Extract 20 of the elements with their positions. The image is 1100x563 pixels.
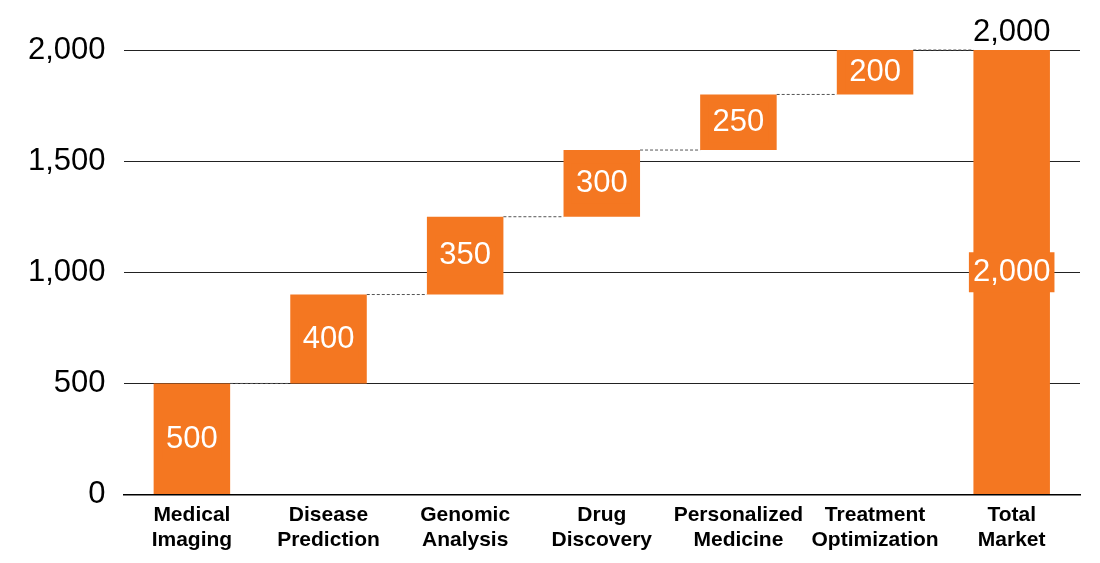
x-tick-label: Medical Imaging <box>151 502 233 551</box>
data-label: 2,000 <box>972 252 1051 288</box>
data-label: 500 <box>166 419 218 455</box>
x-tick-label: Disease Prediction <box>277 502 380 551</box>
data-label: 400 <box>302 319 355 355</box>
y-tick-label: 1,000 <box>28 252 106 288</box>
x-tick-label: Personalized Medicine <box>673 502 804 551</box>
annotation: 2,000 <box>972 13 1051 49</box>
x-tick-label: Total Market <box>977 502 1046 551</box>
x-tick-label: Drug Discovery <box>551 502 653 551</box>
data-label: 300 <box>575 163 628 199</box>
y-tick-label: 500 <box>53 364 106 399</box>
x-tick-label: Treatment Optimization <box>811 502 939 551</box>
x-tick-label: Genomic Analysis <box>420 502 511 551</box>
y-tick-label: 1,500 <box>28 141 106 177</box>
data-label: 350 <box>439 236 492 272</box>
y-tick-label: 0 <box>88 475 106 511</box>
y-tick-label: 2,000 <box>28 30 106 66</box>
data-label: 250 <box>712 102 765 138</box>
data-label: 200 <box>849 52 901 88</box>
